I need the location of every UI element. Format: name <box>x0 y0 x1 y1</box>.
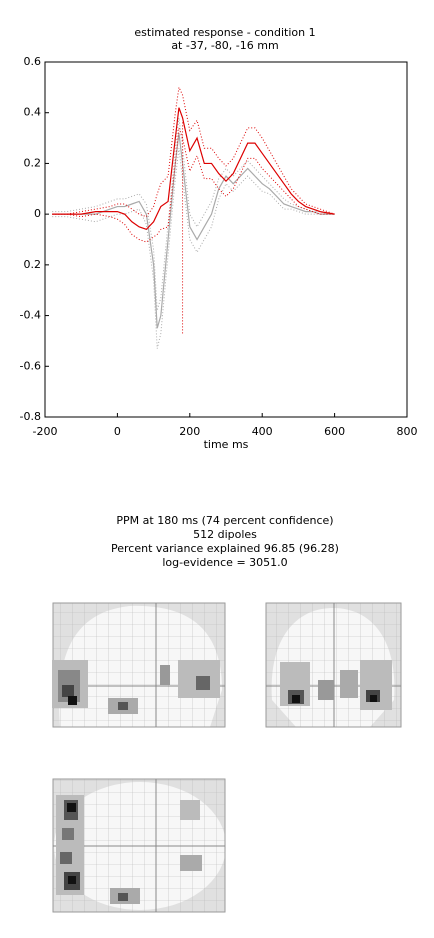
x-tick-label: 800 <box>397 425 418 438</box>
series-line <box>52 117 335 311</box>
series-line <box>52 107 335 231</box>
y-tick-label: 0.2 <box>24 258 42 271</box>
chart-subtitle: at -37, -80, -16 mm <box>171 39 278 52</box>
series-line <box>52 85 335 218</box>
y-tick-label: 0.4 <box>24 106 42 119</box>
x-tick-label: 600 <box>324 425 345 438</box>
ppm-line: log-evidence = 3051.0 <box>162 556 287 569</box>
y-tick-label: 0 <box>34 207 41 220</box>
y-tick-label: 0.2 <box>24 156 42 169</box>
glass-brain-coronal <box>265 602 402 728</box>
glass-brain-sagittal <box>52 602 226 728</box>
ppm-line: PPM at 180 ms (74 percent confidence) <box>116 514 333 527</box>
x-tick-label: 400 <box>252 425 273 438</box>
glass-brain-axial <box>52 778 226 913</box>
y-tick-label: -0.4 <box>20 309 41 322</box>
series-line <box>52 148 335 349</box>
x-tick-label: -200 <box>33 425 58 438</box>
chart-title: estimated response - condition 1 <box>134 26 315 39</box>
ppm-line: 512 dipoles <box>193 528 257 541</box>
ppm-line: Percent variance explained 96.85 (96.28) <box>111 542 339 555</box>
plot-frame <box>44 61 408 418</box>
x-axis-label: time ms <box>204 438 249 451</box>
series-line <box>52 127 335 243</box>
y-tick-label: 0.6 <box>24 55 42 68</box>
series-line <box>52 132 335 329</box>
x-tick-label: 200 <box>179 425 200 438</box>
y-tick-label: -0.8 <box>20 410 41 423</box>
y-tick-label: -0.6 <box>20 359 41 372</box>
x-tick-label: 0 <box>114 425 121 438</box>
